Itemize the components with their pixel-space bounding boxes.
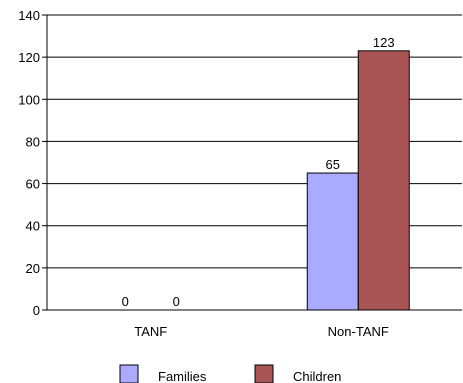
data-label: 65 [326, 157, 340, 172]
y-tick-label: 140 [18, 8, 40, 23]
bar-children-non-tanf [357, 50, 410, 311]
y-tick-label: 80 [26, 134, 40, 149]
bar-families-non-tanf [306, 172, 359, 311]
x-axis-categories: TANF Non-TANF [134, 324, 389, 339]
bars-group [306, 50, 410, 311]
y-tick-label: 120 [18, 50, 40, 65]
legend-swatch-children [254, 364, 274, 383]
y-tick-label: 20 [26, 261, 40, 276]
legend-swatch-families [119, 364, 139, 383]
y-tick-label: 100 [18, 92, 40, 107]
data-label: 123 [373, 35, 395, 50]
data-labels: 0 0 65 123 [122, 35, 395, 309]
y-tick-label: 0 [33, 303, 40, 318]
legend-label-children: Children [293, 369, 341, 383]
legend: Families Children [119, 364, 341, 383]
x-category-label: TANF [134, 324, 167, 339]
axes [42, 15, 462, 311]
y-axis-ticks: 0 20 40 60 80 100 120 140 [18, 8, 47, 318]
gridlines [47, 14, 462, 269]
y-tick-label: 60 [26, 177, 40, 192]
legend-label-families: Families [158, 369, 207, 383]
data-label: 0 [122, 294, 129, 309]
y-tick-label: 40 [26, 219, 40, 234]
x-category-label: Non-TANF [328, 324, 389, 339]
data-label: 0 [173, 294, 180, 309]
